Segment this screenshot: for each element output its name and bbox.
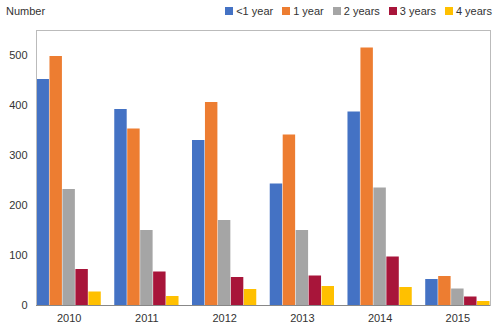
svg-text:300: 300 xyxy=(9,149,27,161)
svg-text:400: 400 xyxy=(9,99,27,111)
svg-text:500: 500 xyxy=(9,49,27,61)
svg-text:200: 200 xyxy=(9,199,27,211)
svg-text:2011: 2011 xyxy=(135,312,159,324)
svg-text:2013: 2013 xyxy=(290,312,314,324)
html-text:4 years: 4 years xyxy=(455,5,492,17)
svg-text:0: 0 xyxy=(21,299,27,311)
svg-text:2010: 2010 xyxy=(57,312,81,324)
svg-text:100: 100 xyxy=(9,249,27,261)
html-text:Number: Number xyxy=(6,5,46,17)
html-text:2 years: 2 years xyxy=(343,5,380,17)
html-text:1 year: 1 year xyxy=(293,5,324,17)
html-text:<1 year: <1 year xyxy=(236,5,274,17)
html-text:3 years: 3 years xyxy=(399,5,436,17)
svg-text:2012: 2012 xyxy=(212,312,236,324)
svg-text:2014: 2014 xyxy=(368,312,392,324)
svg-text:2015: 2015 xyxy=(446,312,470,324)
